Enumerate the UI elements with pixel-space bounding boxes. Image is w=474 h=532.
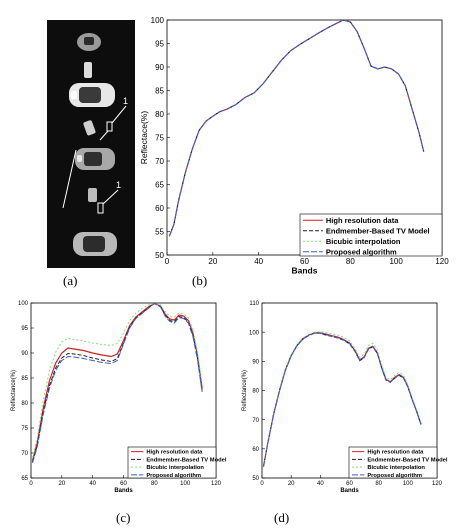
- vehicle-1: [77, 33, 101, 51]
- annotation-marker-2: [62, 149, 119, 214]
- legend-label-1: High resolution data: [146, 450, 203, 456]
- y-tick-label: 80: [155, 110, 164, 119]
- x-tick-label: 40: [254, 257, 263, 266]
- y-tick-label: 80: [252, 389, 259, 395]
- x-tick-label: 60: [120, 481, 127, 487]
- y-tick-label: 50: [155, 251, 164, 260]
- x-tick-label: 0: [29, 481, 33, 487]
- y-tick-label: 60: [252, 447, 259, 453]
- series-line-4: [263, 332, 422, 467]
- panel-a-image: 1 1: [47, 20, 135, 268]
- legend-box: [299, 213, 443, 257]
- y-axis-label: Reflectance(%): [242, 370, 248, 411]
- x-tick-label: 20: [208, 257, 217, 266]
- legend-label-3: Bicubic interpolation: [367, 465, 425, 471]
- y-tick-label: 90: [155, 63, 164, 72]
- y-tick-label: 75: [21, 426, 28, 432]
- x-tick-label: 120: [432, 481, 443, 487]
- x-tick-label: 60: [300, 257, 309, 266]
- y-axis-label: Reflectance(%): [11, 370, 17, 411]
- x-axis-label: Bands: [340, 488, 359, 494]
- legend-label-4: Proposed algorithm: [367, 473, 422, 479]
- x-tick-label: 0: [165, 257, 170, 266]
- legend-label-1: High resolution data: [326, 216, 399, 225]
- vehicle-6: [88, 188, 97, 202]
- x-tick-label: 40: [317, 481, 324, 487]
- y-tick-label: 60: [155, 204, 164, 213]
- legend-label-3: Bicubic interpolation: [326, 237, 401, 246]
- x-tick-label: 0: [260, 481, 264, 487]
- y-axis-label: Reflectace(%): [139, 111, 149, 165]
- x-tick-label: 40: [89, 481, 96, 487]
- x-tick-label: 80: [375, 481, 382, 487]
- x-tick-label: 20: [288, 481, 295, 487]
- y-tick-label: 65: [155, 180, 164, 189]
- y-tick-label: 85: [155, 86, 164, 95]
- x-tick-label: 80: [151, 481, 158, 487]
- caption-b: (b): [192, 273, 208, 288]
- legend-label-1: High resolution data: [367, 450, 424, 456]
- marker-label-2: 1: [116, 180, 121, 190]
- x-tick-label: 60: [346, 481, 353, 487]
- legend-label-4: Proposed algorithm: [326, 247, 397, 256]
- series-line-4: [168, 19, 425, 237]
- y-tick-label: 65: [21, 476, 28, 482]
- x-tick-label: 20: [58, 481, 65, 487]
- legend-label-4: Proposed algorithm: [146, 473, 201, 479]
- y-tick-label: 95: [155, 39, 164, 48]
- y-tick-label: 70: [21, 451, 28, 457]
- y-tick-label: 70: [252, 418, 259, 424]
- legend-label-3: Bicubic interpolation: [146, 465, 204, 471]
- series-line-3: [32, 302, 203, 459]
- vehicle-3: [69, 83, 115, 107]
- y-tick-label: 100: [18, 301, 29, 307]
- x-tick-label: 120: [211, 481, 222, 487]
- legend-label-2: Endmember-Based TV Model: [326, 226, 430, 235]
- y-tick-label: 100: [249, 330, 260, 336]
- y-tick-label: 80: [21, 401, 28, 407]
- x-tick-label: 100: [403, 481, 414, 487]
- x-tick-label: 80: [346, 257, 355, 266]
- y-tick-label: 85: [21, 376, 28, 382]
- caption-c: (c): [116, 510, 131, 525]
- x-axis-label: Bands: [114, 488, 133, 494]
- y-tick-label: 100: [151, 16, 165, 25]
- annotation-marker-1: [99, 105, 127, 141]
- x-axis-label: Bands: [292, 266, 318, 276]
- y-tick-label: 110: [249, 301, 259, 307]
- image-background: [47, 20, 135, 268]
- vehicle-5: [75, 148, 115, 170]
- x-tick-label: 100: [180, 481, 191, 487]
- chart-panel-d: 0 20 40 60 80 100 120 50 60 70 80 90 100 110 Bands Refl…: [242, 301, 448, 494]
- series-line-2: [32, 302, 203, 463]
- y-tick-label: 55: [155, 227, 164, 236]
- vehicle-4: [83, 120, 96, 136]
- legend-label-2: Endmember-Based TV Model: [367, 457, 448, 463]
- legend-box: [348, 446, 438, 479]
- x-tick-label: 120: [435, 257, 449, 266]
- y-tick-label: 90: [21, 351, 28, 357]
- y-tick-label: 50: [252, 476, 259, 482]
- legend-label-2: Endmember-Based TV Model: [146, 457, 227, 463]
- y-tick-label: 75: [155, 133, 164, 142]
- chart-panel-b: 0 20 40 60 80 100 120 50 55 60 65 70 75 80 85 90 95 100 Ba…: [139, 16, 449, 276]
- vehicle-2: [84, 62, 92, 78]
- y-tick-label: 95: [21, 326, 28, 332]
- y-tick-label: 70: [155, 157, 164, 166]
- y-tick-label: 90: [252, 359, 259, 365]
- series-line-4: [32, 302, 203, 464]
- vehicle-7: [73, 232, 117, 256]
- caption-d: (d): [274, 510, 290, 525]
- marker-label-1: 1: [123, 96, 128, 106]
- series-line-3: [263, 331, 422, 467]
- legend-box: [127, 446, 217, 479]
- series-line-1: [31, 302, 203, 461]
- chart-panel-c: 0 20 40 60 80 100 120 65 70 75 80 85 90 95 100 Bands Ref…: [11, 301, 227, 494]
- caption-a: (a): [63, 273, 78, 288]
- x-tick-label: 100: [389, 257, 403, 266]
